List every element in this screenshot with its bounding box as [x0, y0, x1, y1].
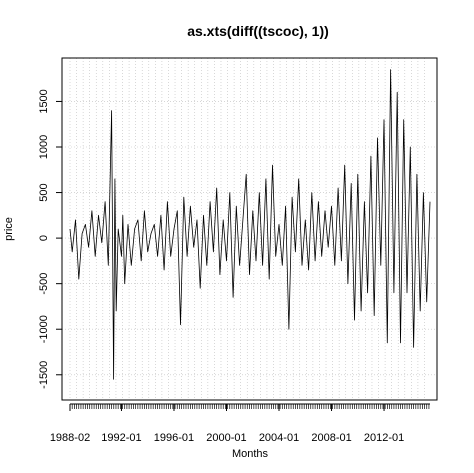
chart-title: as.xts(diff((tscoc), 1)): [187, 23, 329, 39]
y-tick-label: -1000: [38, 315, 50, 343]
y-tick-label: -1500: [38, 361, 50, 389]
x-axis-label: Months: [232, 448, 269, 460]
y-tick-label: -500: [38, 273, 50, 295]
y-tick-label: 500: [38, 183, 50, 201]
series-layer: [69, 69, 431, 380]
x-tick-label: 1996-01: [154, 432, 194, 444]
plot-frame: [61, 57, 438, 401]
y-axis-label: price: [3, 217, 15, 241]
x-tick-label: 2000-01: [206, 432, 246, 444]
x-tick-label: 1988-02: [50, 432, 90, 444]
x-tick-label: 2012-01: [364, 432, 404, 444]
x-axis: 1988-02 1992-01 1996-01 2000-01 2004-01 2008-…: [50, 403, 430, 444]
x-tick-label: 2004-01: [259, 432, 299, 444]
y-tick-label: 0: [38, 235, 50, 241]
x-tick-label: 2008-01: [311, 432, 351, 444]
y-axis: -1500 -1000 -500 0 500 1000 1500: [38, 89, 62, 389]
y-tick-label: 1000: [38, 135, 50, 159]
series-line: [69, 69, 431, 380]
x-tick-label: 1992-01: [101, 432, 141, 444]
y-tick-label: 1500: [38, 89, 50, 113]
